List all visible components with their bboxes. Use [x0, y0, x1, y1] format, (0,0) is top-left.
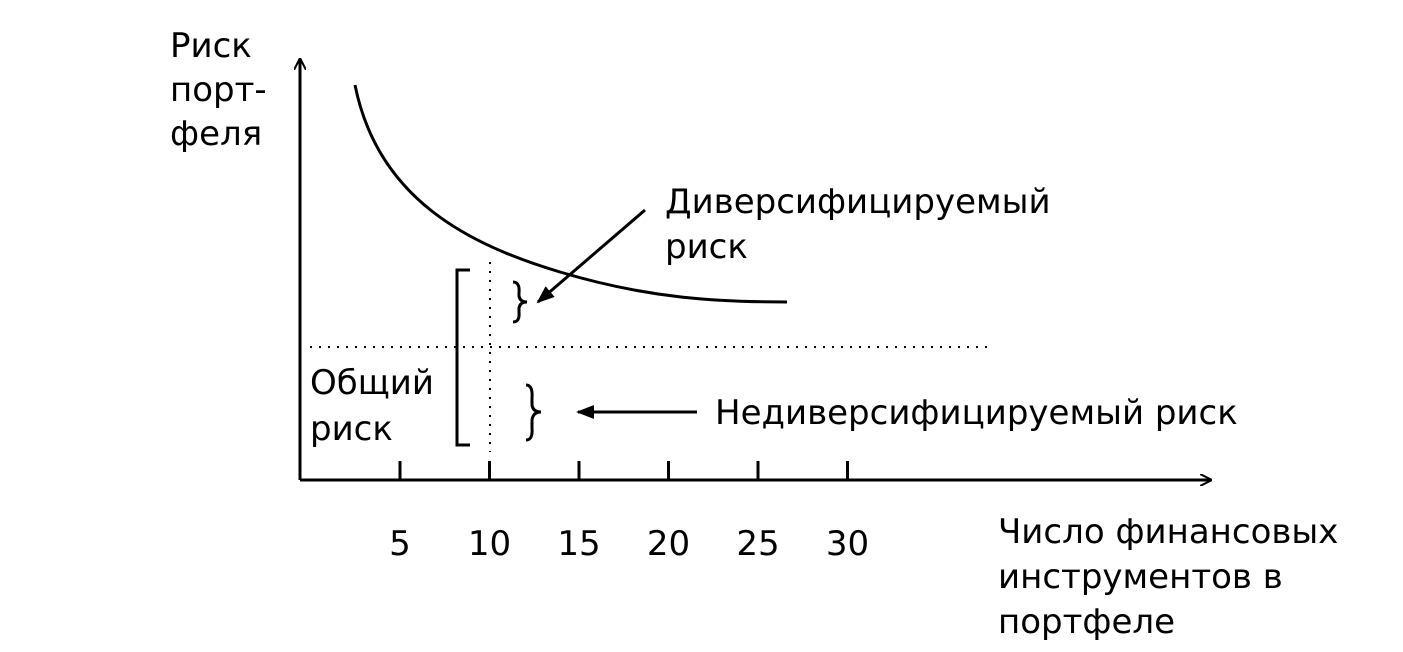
total-risk-bracket	[455, 268, 470, 447]
x-tick-label: 15	[557, 524, 600, 564]
x-tick-label: 25	[736, 524, 779, 564]
x-tick-label: 30	[826, 524, 869, 564]
annotation: Диверсифицируемый	[665, 182, 1051, 222]
annotation: риск	[665, 227, 748, 267]
nondiversifiable-brace	[525, 383, 542, 442]
risk-curve	[353, 84, 788, 304]
x-axis-label: Число финансовых	[998, 512, 1338, 552]
arrow	[536, 208, 646, 304]
diversifiable-brace	[512, 280, 528, 324]
x-axis-label: инструментов в	[998, 557, 1283, 597]
y-axis-label: феля	[170, 114, 262, 154]
y-axis-label: порт-	[170, 70, 267, 110]
x-tick-label: 10	[468, 524, 511, 564]
x-tick-label: 20	[647, 524, 690, 564]
annotation: Общий	[310, 363, 434, 403]
annotation: Недиверсифицируемый риск	[715, 393, 1238, 433]
y-axis-label: Риск	[170, 26, 252, 66]
x-tick-label: 5	[389, 524, 411, 564]
x-axis-label: портфеле	[998, 602, 1175, 642]
annotation: риск	[310, 409, 393, 449]
